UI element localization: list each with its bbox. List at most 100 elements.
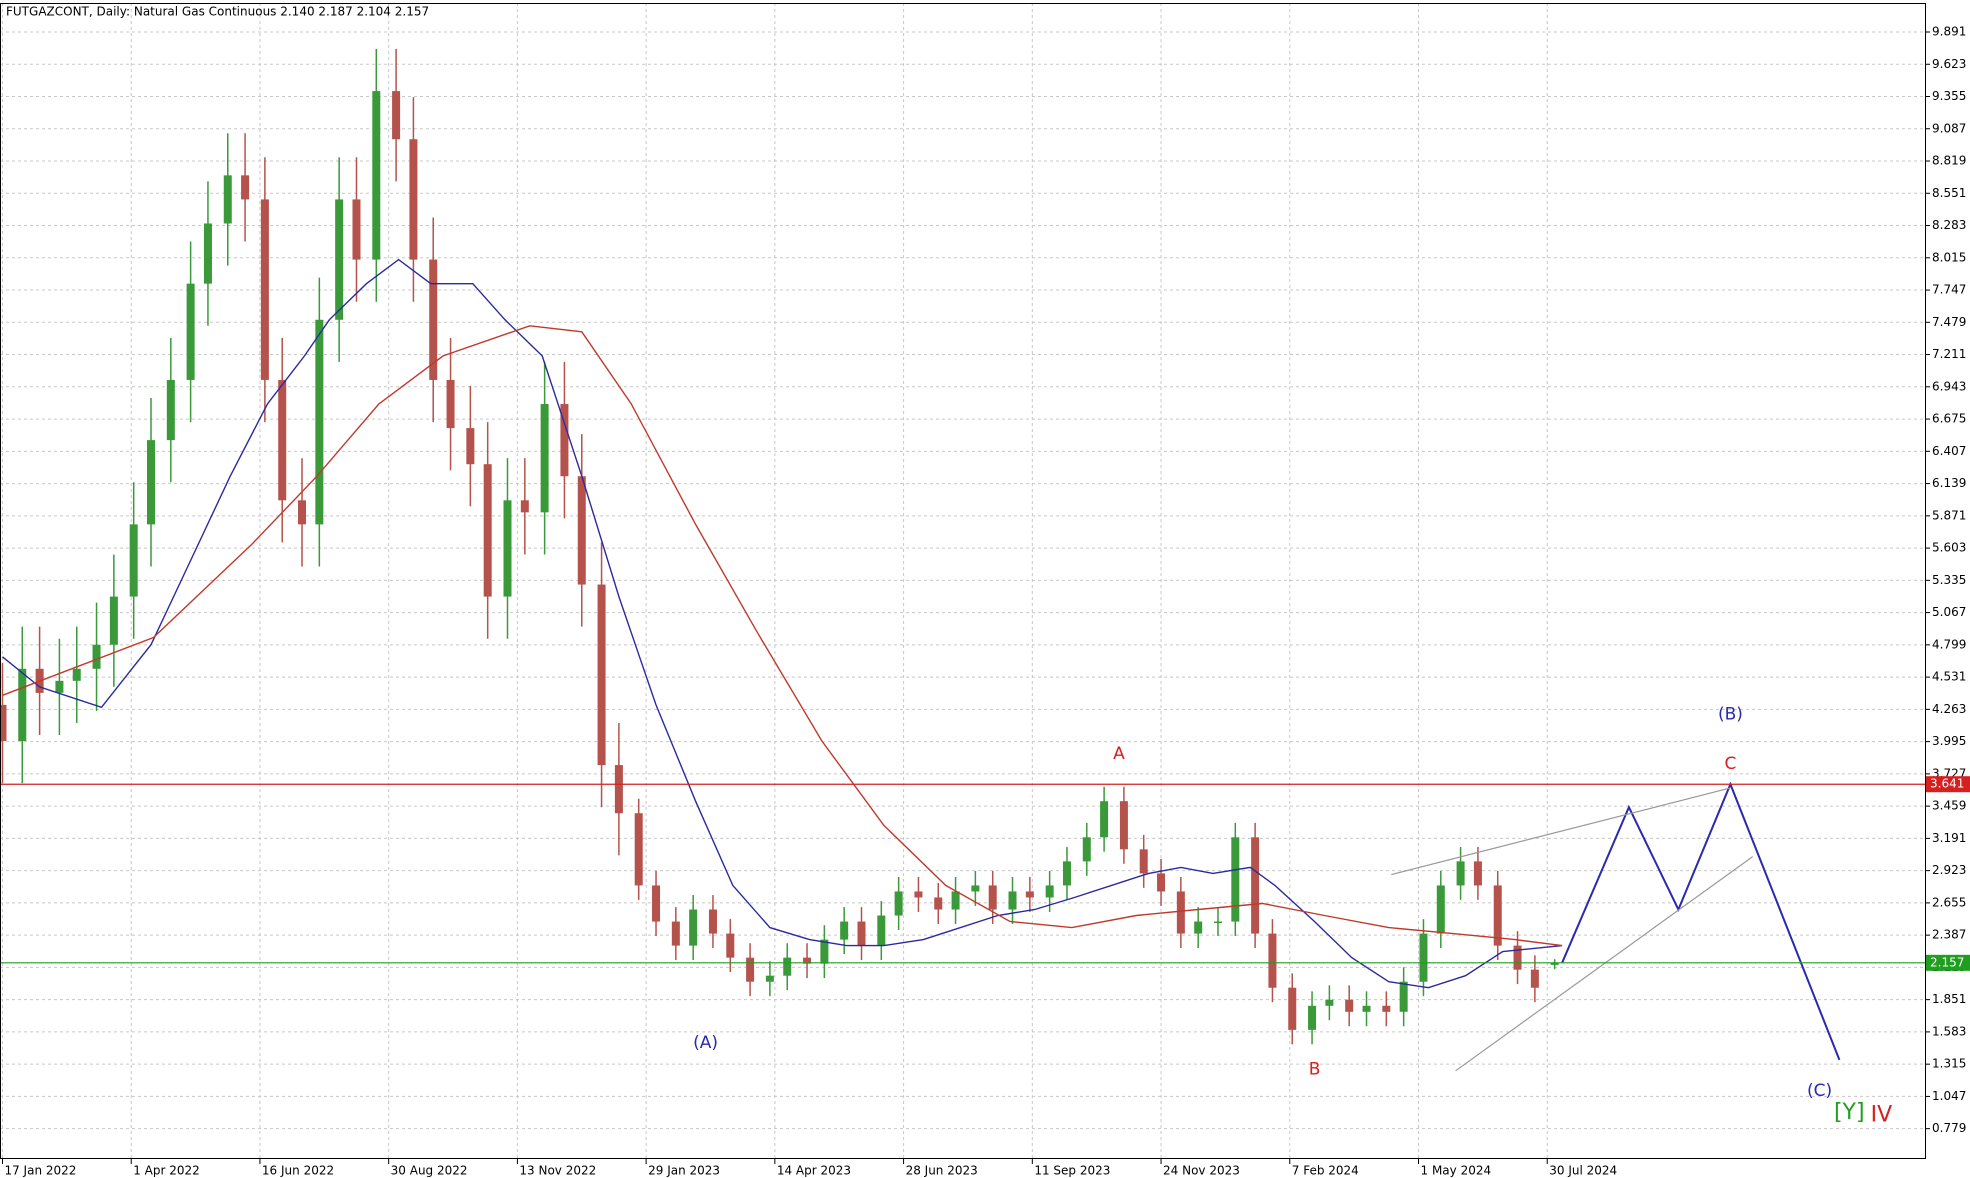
candle-body	[1456, 861, 1465, 886]
y-tick-label: 6.943	[1932, 379, 1966, 393]
grid	[0, 3, 1926, 1159]
candle-body	[877, 915, 886, 946]
candle-body	[129, 524, 138, 597]
candle-body	[109, 596, 118, 645]
candle-body	[894, 891, 903, 916]
moving-average	[2, 325, 1563, 947]
x-tick-label: 30 Jul 2024	[1549, 1164, 1617, 1178]
y-tick-label: 4.531	[1932, 670, 1966, 684]
candle-body	[278, 379, 287, 501]
y-tick-label: 2.387	[1932, 928, 1966, 942]
candle-body	[1473, 861, 1482, 886]
candle-body	[1231, 837, 1240, 922]
candle-body	[392, 91, 401, 140]
x-tick-label: 29 Jan 2023	[648, 1164, 720, 1178]
candle-body	[1308, 1005, 1317, 1030]
x-tick-label: 16 Jun 2022	[262, 1164, 334, 1178]
x-tick-label: 14 Apr 2023	[777, 1164, 851, 1178]
candle-body	[372, 91, 381, 260]
moving-average	[2, 258, 1563, 989]
y-tick-label: 8.551	[1932, 186, 1966, 200]
candle-body	[503, 500, 512, 597]
y-tick-label: 3.995	[1932, 734, 1966, 748]
y-tick-label: 5.067	[1932, 605, 1966, 619]
x-tick-label: 11 Sep 2023	[1034, 1164, 1110, 1178]
candle-body	[241, 175, 250, 200]
y-tick-label: 4.799	[1932, 637, 1966, 651]
candle-body	[1399, 981, 1408, 1012]
candle-body	[1157, 873, 1166, 892]
y-tick-label: 5.871	[1932, 508, 1966, 522]
candle-body	[765, 975, 774, 982]
x-tick-label: 1 May 2024	[1421, 1164, 1492, 1178]
candle-body	[1436, 885, 1445, 934]
candle-body	[1382, 1005, 1391, 1012]
candle-body	[1345, 999, 1354, 1012]
y-tick-label: 7.211	[1932, 347, 1966, 361]
candle-body	[708, 909, 717, 934]
candle-body	[1176, 891, 1185, 934]
candle-body	[223, 175, 232, 224]
trend-line	[1455, 856, 1754, 1072]
x-tick-label: 7 Feb 2024	[1292, 1164, 1359, 1178]
x-tick-label: 30 Aug 2022	[391, 1164, 468, 1178]
candle-body	[483, 464, 492, 597]
candle-body	[315, 319, 324, 525]
y-tick-label: 3.191	[1932, 831, 1966, 845]
candle-body	[72, 668, 81, 681]
candle-body	[614, 765, 623, 814]
y-tick-label: 7.479	[1932, 315, 1966, 329]
candle-body	[1139, 849, 1148, 874]
candle-body	[577, 476, 586, 585]
y-tick-label: 6.139	[1932, 476, 1966, 490]
candle-body	[803, 957, 812, 964]
candle-body	[0, 704, 7, 742]
candle-body	[1325, 999, 1334, 1006]
candle-body	[1362, 1005, 1371, 1012]
candle-body	[857, 921, 866, 946]
candle-body	[634, 813, 643, 886]
candle-body	[1119, 801, 1128, 850]
candle-body	[988, 885, 997, 910]
y-tick-label: 3.459	[1932, 799, 1966, 813]
candle-body	[520, 500, 529, 513]
plot	[0, 48, 1926, 1072]
price-tag-label: 2.157	[1930, 955, 1964, 969]
candle-body	[1194, 921, 1203, 934]
candle-body	[1045, 885, 1054, 898]
price-tag	[1926, 776, 1970, 793]
x-tick-label: 13 Nov 2022	[519, 1164, 596, 1178]
wave-label: C	[1724, 754, 1736, 774]
y-tick-label: 2.923	[1932, 863, 1966, 877]
chart-title: FUTGAZCONT, Daily: Natural Gas Continuou…	[6, 5, 429, 19]
candle-body	[840, 921, 849, 940]
candle-body	[335, 199, 344, 320]
candle-body	[1213, 921, 1222, 924]
wave-label: B	[1309, 1060, 1321, 1080]
wave-label: (B)	[1718, 705, 1743, 725]
price-tag-label: 3.641	[1930, 777, 1964, 791]
candle-body	[1513, 945, 1522, 970]
x-tick-label: 24 Nov 2023	[1163, 1164, 1240, 1178]
y-tick-label: 1.315	[1932, 1057, 1966, 1071]
y-tick-label: 5.335	[1932, 573, 1966, 587]
candle-body	[409, 139, 418, 260]
y-tick-label: 9.087	[1932, 121, 1966, 135]
candle-body	[260, 199, 269, 380]
y-tick-label: 2.655	[1932, 895, 1966, 909]
y-tick-label: 8.015	[1932, 250, 1966, 264]
y-tick-label: 0.779	[1932, 1121, 1966, 1135]
y-tick-label: 4.263	[1932, 702, 1966, 716]
candle-body	[166, 379, 175, 441]
candle-body	[820, 939, 829, 964]
candle-body	[951, 891, 960, 910]
wave-label: [Y]	[1834, 1100, 1865, 1125]
wave-label: (A)	[693, 1033, 718, 1053]
x-tick-label: 1 Apr 2022	[133, 1164, 200, 1178]
y-tick-label: 8.819	[1932, 154, 1966, 168]
candle-body	[1100, 801, 1109, 838]
candle-body	[783, 957, 792, 976]
y-tick-label: 5.603	[1932, 541, 1966, 555]
